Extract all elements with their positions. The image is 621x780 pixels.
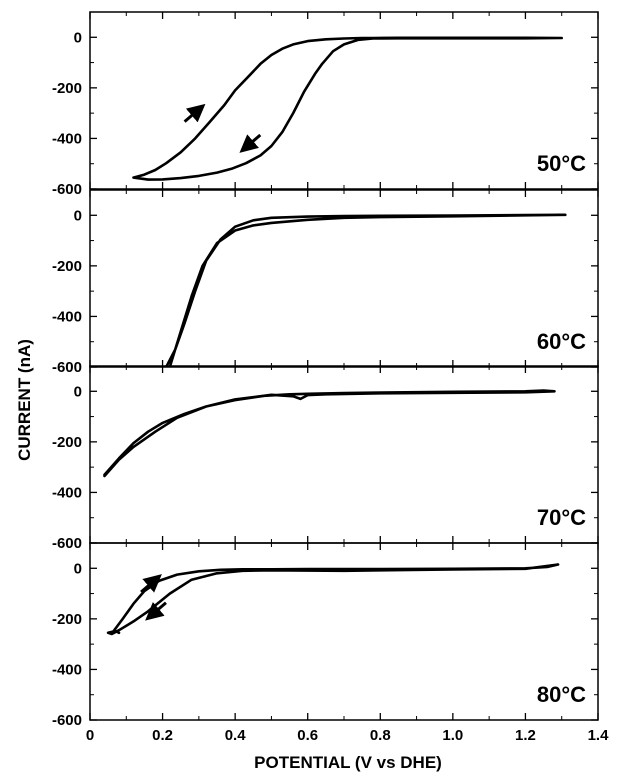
x-tick-label: 1.4 [588,727,610,744]
y-tick-label: -600 [52,712,82,729]
y-tick-label: -600 [52,359,82,376]
temperature-label: 70°C [537,505,586,530]
panel-2: 0 -200 -400 -600 60°C [52,189,599,376]
temperature-label: 50°C [537,151,586,176]
direction-arrow-up [183,103,206,123]
y-axis-title: CURRENT (nA) [15,339,34,461]
y-tick-label: 0 [74,29,82,46]
y-tick-label: -400 [52,130,82,147]
series-line [132,36,563,181]
x-tick-label: 0.2 [152,727,173,744]
y-tick-label: -600 [52,535,82,552]
temperature-label: 80°C [537,682,586,707]
x-tick-label: 0.8 [370,727,391,744]
y-tick-label: -600 [52,181,82,198]
y-tick-label: 0 [74,383,82,400]
y-tick-label: -400 [52,661,82,678]
x-tick-label: 0 [86,727,94,744]
y-tick-label: 0 [74,207,82,224]
y-tick-label: -200 [52,611,82,628]
x-tick-label: 1.2 [515,727,536,744]
series-line [103,389,556,478]
y-tick-label: -400 [52,308,82,325]
panel-3: 0 -200 -400 -600 70°C [52,365,599,552]
y-tick-label: -200 [52,258,82,275]
x-tick-label: 0.4 [225,727,247,744]
y-tick-label: 0 [74,560,82,577]
panel-4: 0 -200 -400 -600 80°C [52,542,599,729]
y-tick-label: -400 [52,484,82,501]
y-tick-label: -200 [52,434,82,451]
panel-1: 0 -200 -400 -600 50°C [52,11,599,198]
series-line [106,563,560,636]
direction-arrow-down [239,133,262,153]
direction-arrow-up [140,574,162,594]
x-tick-label: 0.6 [297,727,318,744]
x-axis-title: POTENTIAL (V vs DHE) [254,753,442,772]
direction-arrow-down [145,601,167,621]
series-line [164,213,567,367]
x-tick-label: 1.0 [442,727,463,744]
y-tick-label: -200 [52,80,82,97]
temperature-label: 60°C [537,329,586,354]
